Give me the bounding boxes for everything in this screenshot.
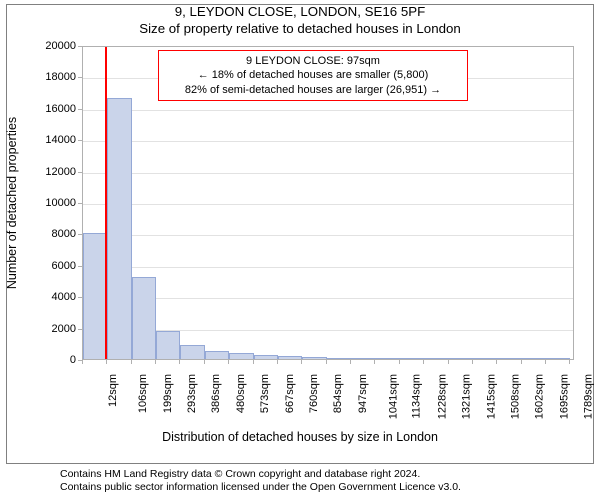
y-tick-mark — [78, 109, 82, 110]
x-tick-label: 1508sqm — [509, 374, 521, 419]
x-tick-label: 1228sqm — [436, 374, 448, 419]
histogram-bar — [254, 355, 278, 359]
x-tick-label: 1321sqm — [460, 374, 472, 419]
x-tick-mark — [472, 360, 473, 364]
x-tick-mark — [399, 360, 400, 364]
histogram-bar — [302, 357, 326, 359]
x-tick-label: 199sqm — [162, 374, 174, 413]
y-tick-label: 2000 — [36, 323, 76, 335]
x-tick-label: 1134sqm — [411, 374, 423, 418]
histogram-bar — [327, 358, 351, 359]
y-tick-mark — [78, 329, 82, 330]
histogram-bar — [497, 358, 521, 359]
histogram-bar — [132, 277, 156, 359]
x-tick-mark — [131, 360, 132, 364]
x-tick-mark — [155, 360, 156, 364]
x-tick-label: 667sqm — [284, 374, 296, 413]
histogram-bar — [351, 358, 375, 359]
x-tick-mark — [374, 360, 375, 364]
y-tick-label: 10000 — [36, 197, 76, 209]
x-tick-label: 1602sqm — [534, 374, 546, 419]
x-tick-label: 1041sqm — [387, 374, 399, 419]
x-tick-label: 1695sqm — [558, 374, 570, 419]
y-tick-label: 0 — [36, 354, 76, 366]
y-tick-label: 18000 — [36, 71, 76, 83]
info-line-3: 82% of semi-detached houses are larger (… — [165, 83, 461, 97]
x-tick-label: 1789sqm — [582, 374, 594, 419]
x-tick-label: 947sqm — [357, 374, 369, 413]
x-tick-mark — [350, 360, 351, 364]
histogram-bar — [229, 353, 253, 359]
histogram-bar — [400, 358, 424, 359]
histogram-bar — [107, 98, 131, 359]
x-tick-mark — [521, 360, 522, 364]
histogram-bar — [375, 358, 399, 359]
x-tick-mark — [228, 360, 229, 364]
y-axis-label: Number of detached properties — [5, 117, 19, 289]
y-tick-label: 6000 — [36, 260, 76, 272]
histogram-bar — [180, 345, 204, 359]
histogram-bar — [546, 358, 570, 359]
x-tick-label: 293sqm — [186, 374, 198, 413]
x-tick-label: 12sqm — [107, 374, 119, 407]
y-tick-label: 8000 — [36, 228, 76, 240]
x-tick-label: 760sqm — [308, 374, 320, 413]
histogram-bar — [156, 331, 180, 359]
x-tick-label: 106sqm — [138, 374, 150, 413]
footer-line-2: Contains public sector information licen… — [60, 481, 461, 494]
footer-attribution: Contains HM Land Registry data © Crown c… — [60, 468, 461, 494]
y-tick-label: 16000 — [36, 103, 76, 115]
x-tick-mark — [253, 360, 254, 364]
x-tick-label: 573sqm — [259, 374, 271, 413]
info-line-2: ← 18% of detached houses are smaller (5,… — [165, 68, 461, 82]
histogram-bar — [473, 358, 497, 359]
y-tick-label: 20000 — [36, 40, 76, 52]
x-tick-mark — [204, 360, 205, 364]
y-tick-mark — [78, 234, 82, 235]
info-line-1: 9 LEYDON CLOSE: 97sqm — [165, 54, 461, 68]
y-tick-label: 4000 — [36, 291, 76, 303]
y-tick-mark — [78, 172, 82, 173]
x-tick-mark — [496, 360, 497, 364]
x-tick-mark — [326, 360, 327, 364]
y-tick-mark — [78, 203, 82, 204]
y-tick-label: 12000 — [36, 166, 76, 178]
histogram-bar — [278, 356, 302, 359]
x-tick-mark — [179, 360, 180, 364]
y-tick-mark — [78, 77, 82, 78]
x-tick-mark — [277, 360, 278, 364]
histogram-bar — [522, 358, 546, 359]
x-tick-mark — [301, 360, 302, 364]
reference-line — [105, 47, 107, 359]
footer-line-1: Contains HM Land Registry data © Crown c… — [60, 468, 461, 481]
x-tick-label: 1415sqm — [485, 374, 497, 419]
x-axis-label: Distribution of detached houses by size … — [0, 430, 600, 444]
histogram-bar — [424, 358, 448, 359]
y-tick-mark — [78, 297, 82, 298]
x-tick-mark — [82, 360, 83, 364]
x-tick-mark — [569, 360, 570, 364]
histogram-bar — [449, 358, 473, 359]
x-tick-label: 386sqm — [211, 374, 223, 413]
y-tick-label: 14000 — [36, 134, 76, 146]
x-tick-mark — [423, 360, 424, 364]
y-tick-mark — [78, 46, 82, 47]
x-tick-mark — [448, 360, 449, 364]
x-tick-label: 854sqm — [333, 374, 345, 413]
y-tick-mark — [78, 266, 82, 267]
y-tick-mark — [78, 140, 82, 141]
histogram-bar — [205, 351, 229, 359]
reference-info-box: 9 LEYDON CLOSE: 97sqm ← 18% of detached … — [158, 50, 468, 101]
x-tick-mark — [545, 360, 546, 364]
histogram-bar — [83, 233, 107, 359]
x-tick-mark — [106, 360, 107, 364]
x-tick-label: 480sqm — [235, 374, 247, 413]
